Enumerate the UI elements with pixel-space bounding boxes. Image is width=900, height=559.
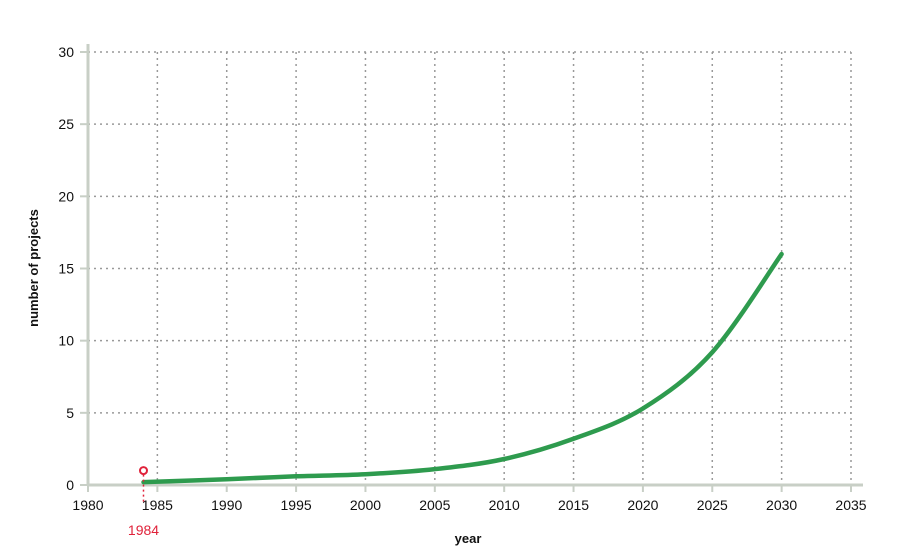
series-line — [141, 251, 784, 485]
grid — [88, 51, 852, 485]
x-tick-label: 2030 — [766, 497, 797, 513]
y-axis-title: number of projects — [26, 209, 41, 327]
x-tick-label: 1995 — [281, 497, 312, 513]
y-tick-label: 15 — [58, 261, 74, 277]
x-tick-label: 2020 — [627, 497, 658, 513]
annotation-label: 1984 — [128, 522, 159, 538]
y-tick-label: 10 — [58, 333, 74, 349]
x-tick-label: 2010 — [489, 497, 520, 513]
y-tick-label: 5 — [66, 405, 74, 421]
x-tick-label: 2005 — [419, 497, 450, 513]
x-tick-label: 1980 — [72, 497, 103, 513]
x-tick-label: 2015 — [558, 497, 589, 513]
x-axis-title: year — [455, 531, 482, 546]
axes — [86, 44, 863, 487]
x-tick-label: 2025 — [697, 497, 728, 513]
series — [141, 251, 784, 485]
x-tick-label: 2000 — [350, 497, 381, 513]
y-tick-label: 25 — [58, 116, 74, 132]
annotation-marker — [138, 466, 148, 476]
y-tick-label: 20 — [58, 188, 74, 204]
y-tick-label: 30 — [58, 44, 74, 60]
x-axis-ticks: 1980 1985 1990 1995 2000 2005 2010 2015 2020 2025… — [72, 485, 867, 513]
y-axis-ticks: 0 5 10 15 20 25 30 — [58, 44, 88, 493]
x-tick-label: 1985 — [142, 497, 173, 513]
y-tick-label: 0 — [66, 477, 74, 493]
x-tick-label: 1990 — [211, 497, 242, 513]
x-tick-label: 2035 — [835, 497, 866, 513]
annotations: 1984 — [128, 466, 159, 538]
